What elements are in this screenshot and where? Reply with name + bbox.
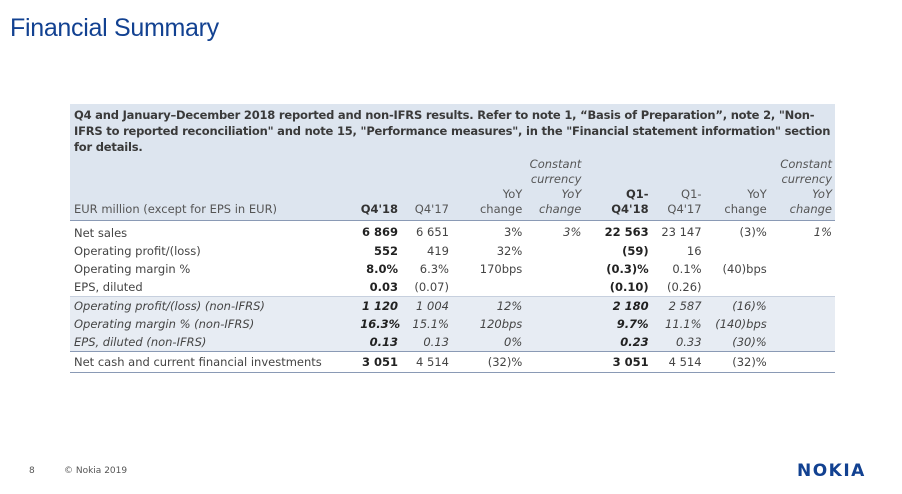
financial-summary-table: Q4 and January–December 2018 reported an… bbox=[70, 104, 835, 373]
cell: 3 051 bbox=[357, 351, 402, 373]
cell: (0.10) bbox=[609, 280, 649, 294]
cell: 32% bbox=[496, 244, 523, 258]
table-row: Operating profit/(loss) 552 419 32% (59)… bbox=[70, 242, 835, 260]
row-label: EPS, diluted (non-IFRS) bbox=[70, 333, 358, 352]
nokia-logo: NOKIA bbox=[797, 461, 866, 481]
header-q4-18: Q4'18 bbox=[357, 157, 402, 221]
cell bbox=[770, 260, 835, 278]
table-header-row: EUR million (except for EPS in EUR) Q4'1… bbox=[70, 157, 835, 221]
cell: 2 587 bbox=[651, 296, 705, 315]
cell: 170bps bbox=[479, 262, 523, 276]
cell: 8.0% bbox=[366, 262, 399, 276]
cell: 16.3% bbox=[357, 315, 402, 333]
cell: 16 bbox=[686, 244, 702, 258]
cell: 15.1% bbox=[401, 315, 452, 333]
row-label: Operating profit/(loss) bbox=[74, 244, 201, 258]
cell: 0.1% bbox=[672, 262, 702, 276]
cell: (32)% bbox=[704, 351, 770, 373]
header-q1q4-17: Q1- Q4'17 bbox=[651, 157, 705, 221]
cell bbox=[769, 333, 835, 352]
cell: (30)% bbox=[704, 333, 770, 352]
cell: 0% bbox=[451, 333, 526, 352]
cell bbox=[525, 351, 585, 373]
cell bbox=[525, 315, 585, 333]
header-cc-yoy-q: Constant currency YoY change bbox=[525, 157, 585, 221]
cell bbox=[769, 296, 835, 315]
cell: 11.1% bbox=[651, 315, 705, 333]
cell: 1 004 bbox=[401, 296, 452, 315]
table-row: Operating margin % 8.0% 6.3% 170bps (0.3… bbox=[70, 260, 835, 278]
header-label: EUR million (except for EPS in EUR) bbox=[70, 157, 358, 221]
cell: 0.03 bbox=[369, 280, 399, 294]
header-yoy-fy: YoY change bbox=[704, 157, 770, 221]
cell: 6 651 bbox=[416, 224, 449, 239]
table-row: Net cash and current financial investmen… bbox=[70, 351, 835, 373]
row-label: EPS, diluted bbox=[74, 280, 143, 294]
cell bbox=[770, 242, 835, 260]
table-row-non-ifrs: Operating profit/(loss) (non-IFRS) 1 120… bbox=[70, 296, 835, 315]
cell bbox=[705, 278, 770, 297]
table-row-non-ifrs: EPS, diluted (non-IFRS) 0.13 0.13 0% 0.2… bbox=[70, 333, 835, 352]
cell: 3% bbox=[504, 224, 523, 239]
cell: 552 bbox=[374, 244, 399, 258]
cell: 0.33 bbox=[651, 333, 705, 352]
cell: 0.13 bbox=[357, 333, 402, 352]
row-label: Operating profit/(loss) (non-IFRS) bbox=[70, 296, 358, 315]
copyright: © Nokia 2019 bbox=[64, 466, 128, 476]
cell: 6 869 bbox=[362, 224, 399, 239]
cell: (59) bbox=[622, 244, 649, 258]
cell bbox=[525, 242, 584, 260]
cell bbox=[452, 278, 525, 297]
cell: 419 bbox=[427, 244, 449, 258]
header-q4-17: Q4'17 bbox=[401, 157, 452, 221]
cell: (32)% bbox=[451, 351, 526, 373]
cell: (140)bps bbox=[704, 315, 770, 333]
row-label: Operating margin % (non-IFRS) bbox=[70, 315, 358, 333]
cell: 9.7% bbox=[584, 315, 652, 333]
cell bbox=[769, 351, 835, 373]
cell: (0.07) bbox=[414, 280, 449, 294]
cell: (0.26) bbox=[666, 280, 702, 294]
cell bbox=[525, 296, 585, 315]
page-number: 8 bbox=[29, 466, 35, 476]
cell: (40)bps bbox=[722, 262, 767, 276]
cell: (16)% bbox=[704, 296, 770, 315]
table-row: Net sales 6 869 6 651 3% 3% 22 563 23 14… bbox=[70, 221, 835, 243]
cell bbox=[525, 333, 585, 352]
cell: 6.3% bbox=[419, 262, 449, 276]
cell: 0.13 bbox=[401, 333, 452, 352]
cell: 120bps bbox=[451, 315, 526, 333]
table-row: EPS, diluted 0.03 (0.07) (0.10) (0.26) bbox=[70, 278, 835, 297]
cell: 12% bbox=[451, 296, 526, 315]
cell: 2 180 bbox=[584, 296, 652, 315]
cell bbox=[769, 315, 835, 333]
cell bbox=[525, 260, 584, 278]
cell: 22 563 bbox=[604, 224, 649, 239]
cell: (0.3)% bbox=[606, 262, 649, 276]
row-label: Net cash and current financial investmen… bbox=[70, 351, 358, 373]
cell bbox=[525, 278, 584, 297]
cell bbox=[770, 278, 835, 297]
cell: 23 147 bbox=[661, 224, 702, 239]
row-label: Operating margin % bbox=[74, 262, 191, 276]
cell: 1% bbox=[813, 224, 832, 239]
row-label: Net sales bbox=[74, 226, 128, 240]
table-row-non-ifrs: Operating margin % (non-IFRS) 16.3% 15.1… bbox=[70, 315, 835, 333]
cell: 0.23 bbox=[584, 333, 652, 352]
cell: 3 051 bbox=[584, 351, 652, 373]
table-caption: Q4 and January–December 2018 reported an… bbox=[70, 104, 835, 157]
page-title: Financial Summary bbox=[10, 14, 219, 42]
cell: 4 514 bbox=[651, 351, 705, 373]
cell: 1 120 bbox=[357, 296, 402, 315]
cell: 4 514 bbox=[401, 351, 452, 373]
cell: 3% bbox=[563, 224, 582, 239]
cell: (3)% bbox=[739, 224, 767, 239]
header-yoy-q: YoY change bbox=[451, 157, 526, 221]
cell bbox=[705, 242, 770, 260]
header-q1q4-18: Q1- Q4'18 bbox=[584, 157, 652, 221]
header-cc-yoy-fy: Constant currency YoY change bbox=[769, 157, 835, 221]
